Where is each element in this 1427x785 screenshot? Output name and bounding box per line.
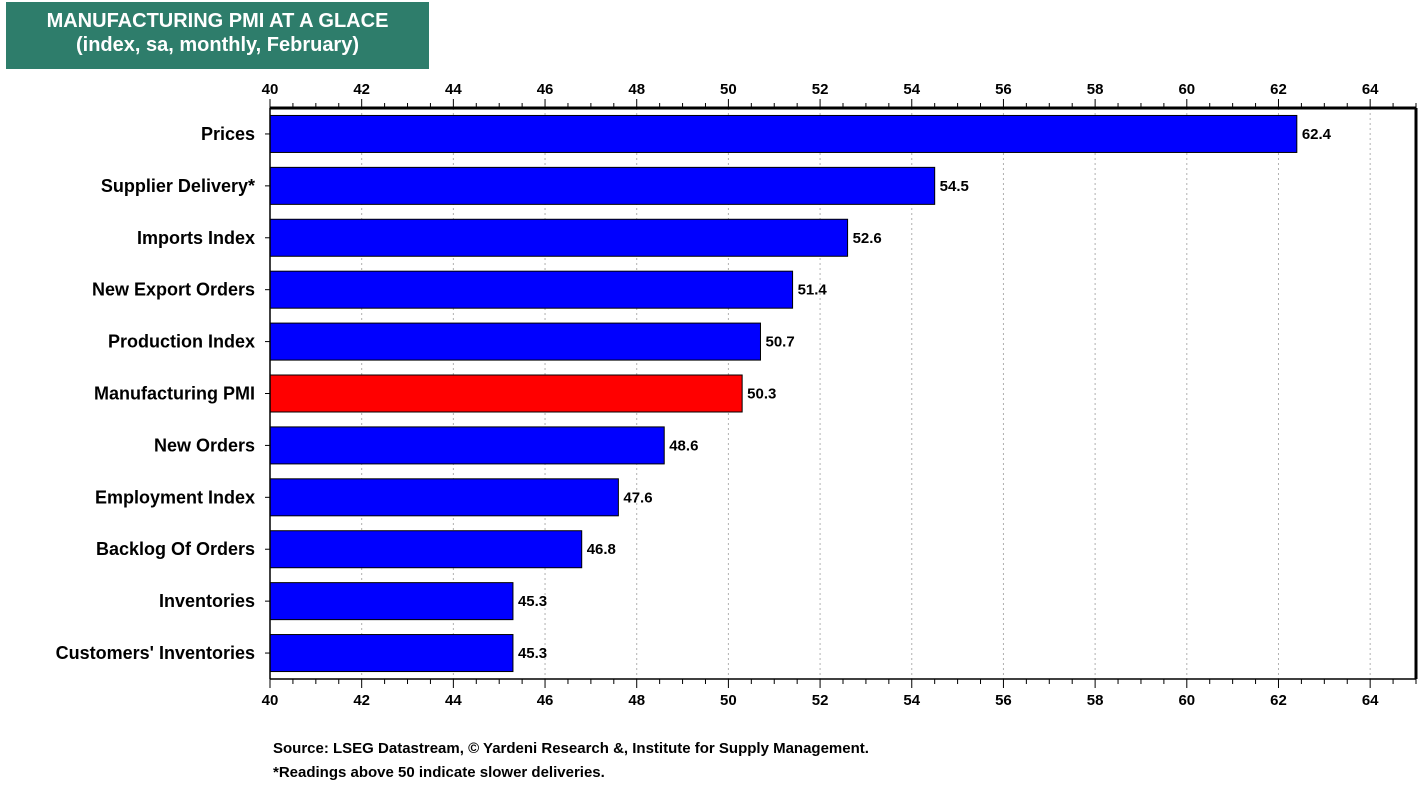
bar: [269, 582, 514, 621]
bar: [269, 374, 743, 413]
category-label: Customers' Inventories: [56, 643, 255, 663]
bar: [269, 218, 849, 257]
chart-title: MANUFACTURING PMI AT A GLACE: [46, 10, 389, 32]
footnote: *Readings above 50 indicate slower deliv…: [273, 764, 605, 781]
x-tick-label-top: 60: [1178, 81, 1195, 98]
category-label: Production Index: [108, 332, 255, 352]
x-tick-label-top: 50: [720, 81, 737, 98]
data-label: 45.3: [518, 645, 547, 662]
bar: [269, 166, 936, 205]
bar: [269, 426, 665, 465]
x-tick-label-bottom: 52: [812, 692, 829, 709]
data-label: 50.7: [765, 334, 794, 351]
x-tick-label-bottom: 44: [445, 692, 462, 709]
data-label: 52.6: [853, 230, 882, 247]
bar: [269, 270, 794, 309]
x-tick-label-top: 62: [1270, 81, 1287, 98]
x-tick-label-top: 42: [353, 81, 370, 98]
x-tick-label-bottom: 48: [628, 692, 645, 709]
x-tick-label-bottom: 60: [1178, 692, 1195, 709]
bar: [269, 114, 1298, 153]
chart-notes: Source: LSEG Datastream, © Yardeni Resea…: [273, 737, 869, 785]
x-tick-label-top: 44: [445, 81, 462, 98]
data-label: 46.8: [587, 541, 616, 558]
x-tick-label-bottom: 54: [903, 692, 920, 709]
x-tick-label-bottom: 42: [353, 692, 370, 709]
x-tick-label-top: 40: [262, 81, 279, 98]
x-tick-label-top: 48: [628, 81, 645, 98]
category-label: Inventories: [159, 591, 255, 611]
category-label: New Orders: [154, 435, 255, 455]
x-tick-label-bottom: 56: [995, 692, 1012, 709]
x-tick-label-bottom: 50: [720, 692, 737, 709]
x-tick-label-top: 46: [537, 81, 554, 98]
data-label: 62.4: [1302, 126, 1332, 143]
x-tick-label-bottom: 46: [537, 692, 554, 709]
source-note: Source: LSEG Datastream, © Yardeni Resea…: [273, 740, 869, 757]
x-tick-label-bottom: 62: [1270, 692, 1287, 709]
x-tick-label-bottom: 40: [262, 692, 279, 709]
x-tick-label-bottom: 58: [1087, 692, 1104, 709]
data-label: 54.5: [940, 178, 969, 195]
bar: [269, 634, 514, 673]
category-label: Supplier Delivery*: [101, 176, 255, 196]
x-tick-label-top: 52: [812, 81, 829, 98]
category-label: Backlog Of Orders: [96, 539, 255, 559]
category-label: Imports Index: [137, 228, 255, 248]
x-tick-label-top: 58: [1087, 81, 1104, 98]
x-tick-label-bottom: 64: [1362, 692, 1379, 709]
x-tick-label-top: 56: [995, 81, 1012, 98]
chart-title-box: MANUFACTURING PMI AT A GLACE (index, sa,…: [6, 2, 429, 69]
bar: [269, 478, 619, 517]
data-label: 50.3: [747, 386, 776, 403]
category-label: Prices: [201, 124, 255, 144]
x-tick-label-top: 54: [903, 81, 920, 98]
category-label: New Export Orders: [92, 280, 255, 300]
x-tick-label-top: 64: [1362, 81, 1379, 98]
bar: [269, 322, 761, 361]
category-label: Manufacturing PMI: [94, 384, 255, 404]
data-label: 45.3: [518, 593, 547, 610]
category-label: Employment Index: [95, 487, 255, 507]
data-label: 48.6: [669, 437, 698, 454]
data-label: 51.4: [798, 282, 828, 299]
chart-subtitle: (index, sa, monthly, February): [75, 34, 360, 56]
data-label: 47.6: [623, 489, 652, 506]
bar: [269, 530, 583, 569]
